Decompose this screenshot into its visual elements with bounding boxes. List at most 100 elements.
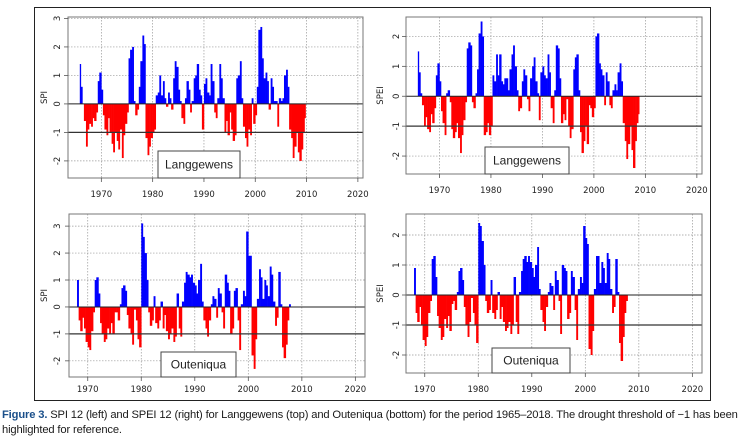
- dry-bar: [571, 96, 574, 130]
- y-tick-label: -1: [392, 122, 402, 130]
- wet-bar: [141, 223, 144, 307]
- wet-bar: [456, 292, 459, 295]
- dry-bar: [452, 96, 456, 139]
- dry-bar: [291, 103, 294, 139]
- dry-bar: [415, 295, 418, 313]
- wet-bar: [596, 33, 600, 97]
- site-label-box: [160, 351, 237, 378]
- x-tick-label: 2000: [583, 186, 605, 196]
- x-tick-label: 2010: [628, 385, 650, 395]
- wet-bar: [140, 61, 143, 104]
- wet-bar: [475, 93, 478, 97]
- dry-bar: [425, 96, 428, 118]
- dry-bar: [205, 306, 208, 329]
- dry-bar: [451, 295, 454, 304]
- wet-bar: [258, 29, 261, 104]
- y-tick-label: -2: [392, 351, 402, 359]
- wet-bar: [263, 78, 266, 104]
- wet-bar: [617, 72, 620, 97]
- site-label: Langgewens: [165, 158, 233, 172]
- dry-bar: [474, 295, 477, 325]
- x-tick-label: 1970: [77, 385, 99, 395]
- wet-bar: [189, 277, 192, 307]
- dry-bar: [83, 306, 86, 329]
- wet-bar: [123, 285, 126, 307]
- wet-bar: [235, 288, 238, 307]
- wet-bar: [490, 280, 493, 295]
- dry-bar: [155, 306, 158, 324]
- y-tick-label: 0: [392, 292, 402, 297]
- wet-bar: [514, 66, 517, 97]
- dry-bar: [251, 306, 254, 356]
- chart-panel-spei-langgewens: 1970 1980 1990 2000 2010 2020 2 1 0 -1 -2 SPEI Langg…: [376, 16, 708, 196]
- wet-bar: [278, 271, 281, 307]
- wet-bar: [169, 98, 172, 104]
- y-tick-label: -2: [53, 157, 63, 165]
- wet-bar: [203, 83, 206, 104]
- dry-bar: [567, 295, 570, 319]
- dry-bar: [133, 306, 137, 310]
- dry-bar: [132, 306, 135, 345]
- wet-bar: [437, 63, 440, 97]
- dry-bar: [92, 103, 95, 119]
- dry-bar: [103, 306, 106, 342]
- dry-bar: [139, 306, 142, 348]
- dry-bar: [461, 96, 464, 136]
- dry-bar: [526, 96, 529, 100]
- wet-bar: [470, 45, 473, 97]
- wet-bar: [530, 78, 533, 97]
- wet-bar: [217, 98, 220, 104]
- wet-bar: [287, 86, 290, 104]
- wet-bar: [240, 304, 244, 307]
- wet-bar: [146, 280, 149, 307]
- dry-bar: [207, 306, 210, 337]
- dry-bar: [451, 96, 454, 130]
- wet-bar: [272, 301, 276, 307]
- dry-bar: [622, 295, 625, 337]
- dry-bar: [102, 103, 105, 116]
- dry-bar: [485, 295, 488, 301]
- wet-bar: [492, 75, 495, 97]
- dry-bar: [147, 103, 150, 156]
- dry-bar: [627, 96, 631, 145]
- x-tick-label: 2020: [347, 190, 369, 200]
- wet-bar: [529, 262, 533, 295]
- wet-bar: [561, 265, 565, 295]
- dry-bar: [449, 96, 452, 103]
- dry-bar: [540, 295, 543, 310]
- dry-bar: [469, 295, 472, 322]
- dry-bar: [181, 103, 184, 119]
- dry-bar: [89, 306, 92, 351]
- dry-bar: [107, 306, 110, 329]
- wet-bar: [261, 58, 264, 104]
- wet-bar: [196, 293, 199, 307]
- wet-bar: [275, 101, 278, 104]
- x-tick-label: 2000: [237, 385, 259, 395]
- wet-bar: [260, 26, 263, 104]
- wet-bar: [269, 266, 272, 307]
- dry-bar: [101, 306, 105, 334]
- wet-bar: [466, 48, 469, 97]
- dry-bar: [449, 295, 452, 331]
- dry-bar: [158, 306, 161, 321]
- wet-bar: [265, 72, 268, 104]
- dry-bar: [447, 295, 450, 316]
- dry-bar: [465, 295, 468, 325]
- wet-bar: [435, 277, 438, 295]
- wet-bar: [572, 277, 575, 295]
- wet-bar: [184, 98, 187, 104]
- wet-bar: [556, 280, 559, 295]
- wet-bar: [251, 98, 254, 104]
- x-tick-label: 1990: [532, 186, 554, 196]
- dry-bar: [112, 306, 115, 334]
- dry-bar: [515, 295, 518, 322]
- wet-bar: [468, 42, 471, 97]
- dry-bar: [417, 295, 420, 322]
- dry-bar: [545, 295, 549, 307]
- wet-bar: [414, 268, 416, 295]
- dry-bar: [631, 96, 634, 151]
- dry-bar: [164, 306, 167, 316]
- dry-bar: [114, 306, 117, 313]
- dry-bar: [302, 103, 305, 133]
- dry-bar: [625, 295, 628, 301]
